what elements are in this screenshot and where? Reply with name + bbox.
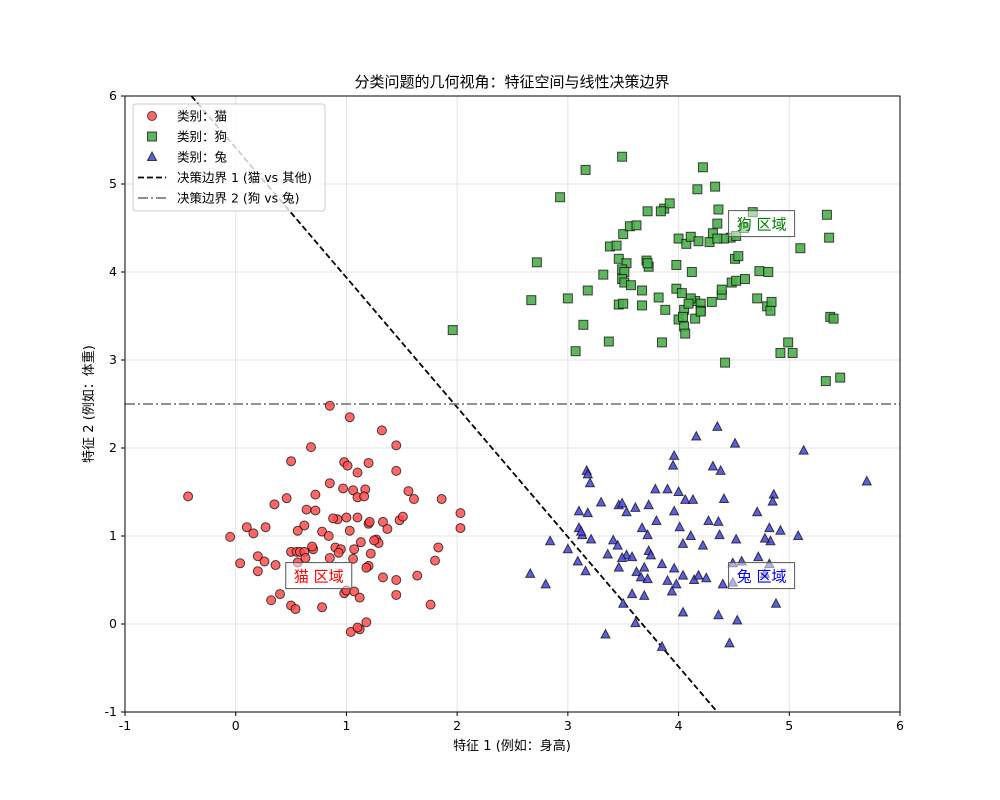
decision-boundaries: [125, 96, 900, 712]
series-square: [447, 151, 846, 387]
x-tick-label: -1: [119, 718, 131, 733]
y-tick-label: 0: [109, 616, 117, 631]
legend-item: 类别：兔: [146, 150, 227, 165]
y-tick-label: 3: [109, 352, 117, 367]
x-tick-label: 3: [564, 718, 572, 733]
plot-frame: [124, 95, 901, 713]
legend-label: 决策边界 2 (狗 vs 兔): [177, 191, 300, 206]
y-tick-label: 2: [109, 440, 117, 455]
x-tick-label: 5: [785, 718, 793, 733]
y-tick-label: 6: [109, 88, 117, 103]
y-axis-label: 特征 2 (例如：体重): [81, 345, 97, 463]
x-tick-label: 1: [342, 718, 350, 733]
legend-label: 类别：猫: [177, 109, 227, 124]
x-tick-label: 4: [675, 718, 683, 733]
x-axis-label: 特征 1 (例如：身高): [453, 738, 571, 754]
x-tick-label: 6: [896, 718, 904, 733]
legend-label: 类别：狗: [177, 129, 227, 144]
legend-label: 类别：兔: [177, 150, 227, 165]
legend-label: 决策边界 1 (猫 vs 其他): [177, 170, 312, 185]
legend-item: 类别：狗: [147, 129, 227, 144]
legend-item: 决策边界 2 (狗 vs 兔): [138, 191, 300, 206]
y-tick-label: 4: [109, 264, 117, 279]
series-circle: [183, 400, 466, 637]
chart-title: 分类问题的几何视角：特征空间与线性决策边界: [354, 73, 669, 91]
legend-item: 类别：猫: [147, 109, 227, 124]
region-annotations: 猫 区域 狗 区域兔 区域: [285, 210, 796, 590]
y-tick-label: -1: [105, 704, 117, 719]
region-label: 猫 区域: [294, 568, 344, 586]
axis-ticks: -1 0 1 2 3 4 5 6 -1 0 1 2 3 4 5 6: [105, 88, 904, 733]
data-points: [183, 151, 873, 651]
x-tick-label: 2: [453, 718, 461, 733]
x-tick-label: 0: [232, 718, 240, 733]
legend-item: 决策边界 1 (猫 vs 其他): [138, 170, 312, 185]
region-label: 狗 区域: [737, 216, 787, 234]
y-tick-label: 1: [109, 528, 117, 543]
y-tick-label: 5: [109, 176, 117, 191]
region-label: 兔 区域: [737, 568, 787, 586]
